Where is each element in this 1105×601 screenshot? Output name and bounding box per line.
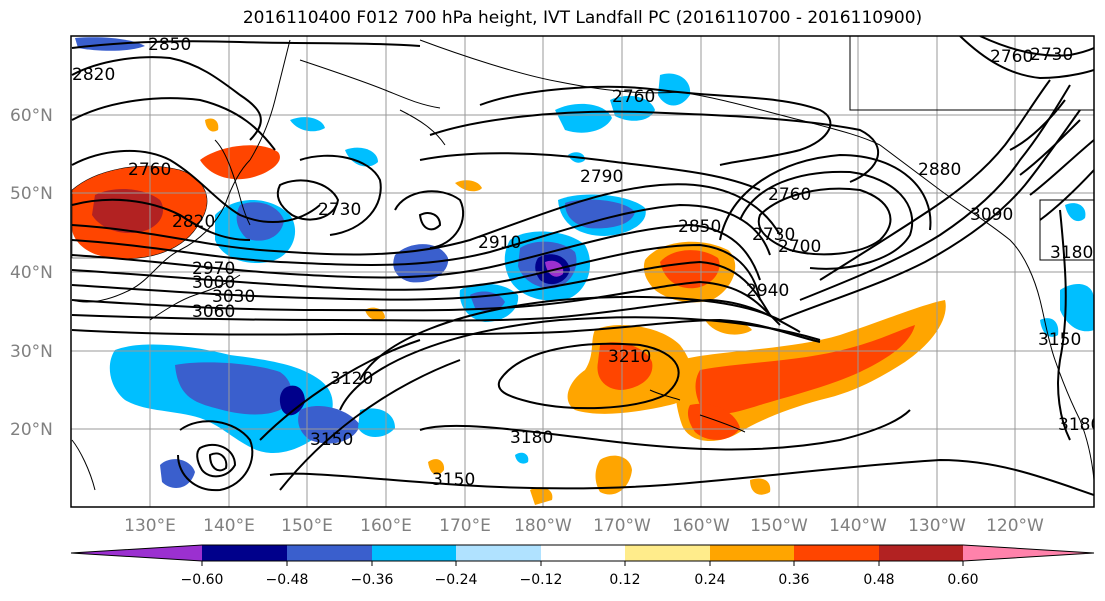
contour-label: 2880 — [918, 160, 961, 180]
contour-label: 2730 — [1030, 45, 1073, 65]
colorbar-bin — [287, 545, 372, 561]
contour-label: 3150 — [432, 470, 475, 490]
longitude-labels: 130°E 140°E 150°E 160°E 170°E 180°W 170°… — [124, 516, 1044, 536]
contour-label: 2850 — [678, 217, 721, 237]
contour-label: 2730 — [752, 225, 795, 245]
colorbar-tick: −0.60 — [181, 572, 224, 588]
lon-label-120w: 120°W — [986, 516, 1044, 536]
contour-label: 2760 — [128, 160, 171, 180]
colorbar-tick: 0.24 — [694, 572, 725, 588]
lat-label-40n: 40°N — [10, 263, 53, 283]
colorbar-tick: −0.36 — [351, 572, 394, 588]
colorbar-tick: −0.12 — [520, 572, 563, 588]
lon-label-130w: 130°W — [908, 516, 966, 536]
contour-label: 2910 — [478, 233, 521, 253]
lon-label-140w: 140°W — [829, 516, 887, 536]
contour-label: 3090 — [970, 205, 1013, 225]
colorbar-extend-low — [71, 545, 202, 561]
colorbar-bin — [710, 545, 794, 561]
contour-label: 2760 — [990, 47, 1033, 67]
ivt-positive-shading — [71, 118, 946, 505]
contour-label: 2730 — [318, 200, 361, 220]
contour-label: 3150 — [310, 430, 353, 450]
contour-label: 3180 — [510, 428, 553, 448]
lat-label-20n: 20°N — [10, 420, 53, 440]
contour-label: 3060 — [192, 302, 235, 322]
colorbar-bin — [879, 545, 963, 561]
colorbar-tick: 0.48 — [863, 572, 894, 588]
contour-label: 3180 — [1050, 243, 1093, 263]
map-frame — [70, 35, 1095, 508]
lon-label-130e: 130°E — [124, 516, 176, 536]
colorbar: −0.60 −0.48 −0.36 −0.24 −0.12 0.12 0.24 … — [70, 544, 1095, 588]
contour-label: 3180 — [1058, 415, 1101, 435]
lon-label-170e: 170°E — [439, 516, 491, 536]
lon-label-150w: 150°W — [750, 516, 808, 536]
colorbar-extend-high — [963, 545, 1094, 561]
colorbar-tick: 0.12 — [609, 572, 640, 588]
height-contours — [71, 36, 1094, 496]
lon-label-160e: 160°E — [360, 516, 412, 536]
colorbar-tick: 0.36 — [778, 572, 809, 588]
contour-label: 2700 — [778, 237, 821, 257]
contour-label: 2940 — [746, 281, 789, 301]
contour-label: 2790 — [580, 167, 623, 187]
colorbar-bin — [541, 545, 625, 561]
lat-label-30n: 30°N — [10, 342, 53, 362]
colorbar-tick: 0.60 — [947, 572, 978, 588]
colorbar-tick: −0.48 — [266, 572, 309, 588]
contour-label: 2760 — [768, 185, 811, 205]
colorbar-bin — [625, 545, 710, 561]
latitude-labels: 60°N 50°N 40°N 30°N 20°N — [10, 106, 53, 440]
lon-label-160w: 160°W — [672, 516, 730, 536]
lat-label-60n: 60°N — [10, 106, 53, 126]
contour-label: 3000 — [192, 273, 235, 293]
colorbar-bin — [456, 545, 541, 561]
contour-label: 2850 — [148, 35, 191, 55]
lat-label-50n: 50°N — [10, 184, 53, 204]
colorbar-bin — [202, 545, 287, 561]
lon-label-170w: 170°W — [593, 516, 651, 536]
contour-label: 2970 — [192, 259, 235, 279]
contour-labels: 2850 2820 2760 2760 2790 2730 2820 2760 … — [72, 35, 1101, 490]
contour-label: 3210 — [608, 347, 651, 367]
contour-label: 3030 — [212, 287, 255, 307]
lon-label-180w: 180°W — [514, 516, 572, 536]
map-area: 2850 2820 2760 2760 2790 2730 2820 2760 … — [71, 35, 1101, 507]
contour-label: 2820 — [172, 212, 215, 232]
colorbar-bin — [794, 545, 879, 561]
map-title: 2016110400 F012 700 hPa height, IVT Land… — [242, 8, 923, 28]
colorbar-tick: −0.24 — [435, 572, 478, 588]
contour-label: 2760 — [612, 87, 655, 107]
contour-label: 3120 — [330, 369, 373, 389]
colorbar-bin — [372, 545, 456, 561]
lon-label-150e: 150°E — [281, 516, 333, 536]
contour-label: 3150 — [1038, 330, 1081, 350]
lon-label-140e: 140°E — [203, 516, 255, 536]
contour-label: 2820 — [72, 65, 115, 85]
